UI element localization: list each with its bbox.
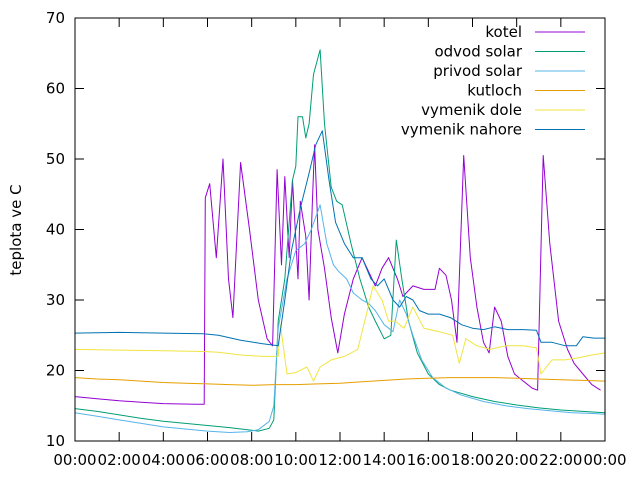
series-line-privod-solar bbox=[74, 204, 606, 433]
y-tick-label: 60 bbox=[46, 80, 65, 98]
x-tick-label: 18:00 bbox=[451, 451, 494, 469]
x-tick-label: 06:00 bbox=[186, 451, 229, 469]
series-line-vymenik-dole bbox=[74, 285, 606, 382]
y-tick-label: 30 bbox=[46, 291, 65, 309]
series-line-kotel bbox=[74, 144, 601, 405]
series-line-vymenik-nahore bbox=[74, 130, 605, 347]
y-tick-label: 10 bbox=[46, 432, 65, 450]
x-tick-label: 14:00 bbox=[363, 451, 406, 469]
x-tick-label: 08:00 bbox=[230, 451, 273, 469]
legend-label: kutloch bbox=[467, 82, 522, 100]
series-line-odvod-solar bbox=[74, 49, 606, 432]
x-tick-label: 02:00 bbox=[98, 451, 141, 469]
series-layer bbox=[74, 49, 606, 433]
x-tick-label: 00:00 bbox=[583, 451, 626, 469]
legend-label: vymenik nahore bbox=[401, 121, 522, 139]
x-tick-label: 00:00 bbox=[53, 451, 96, 469]
legend-label: privod solar bbox=[433, 62, 523, 80]
legend-label: odvod solar bbox=[434, 43, 522, 61]
x-tick-label: 10:00 bbox=[274, 451, 317, 469]
x-tick-label: 22:00 bbox=[539, 451, 582, 469]
legend-label: kotel bbox=[485, 23, 522, 41]
x-tick-label: 20:00 bbox=[495, 451, 538, 469]
legend-label: vymenik dole bbox=[421, 101, 522, 119]
x-tick-label: 16:00 bbox=[407, 451, 450, 469]
y-tick-label: 20 bbox=[46, 362, 65, 380]
y-tick-label: 40 bbox=[46, 221, 65, 239]
y-axis-label: teplota ve C bbox=[7, 184, 25, 275]
y-tick-label: 50 bbox=[46, 150, 65, 168]
y-tick-label: 70 bbox=[46, 9, 65, 27]
x-tick-label: 12:00 bbox=[318, 451, 361, 469]
series-line-kutloch bbox=[74, 377, 606, 386]
x-tick-label: 04:00 bbox=[142, 451, 185, 469]
